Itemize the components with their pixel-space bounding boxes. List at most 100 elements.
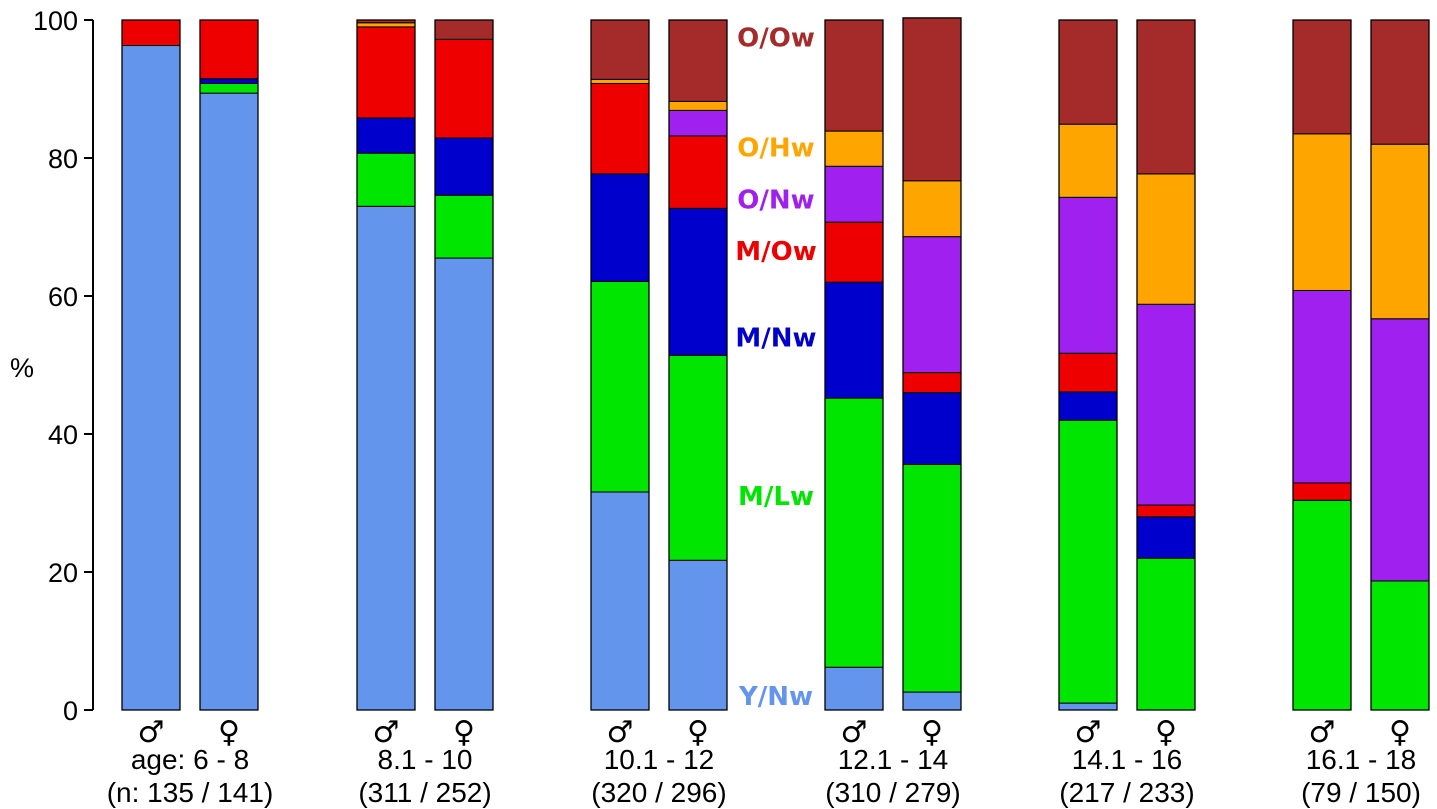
category-label-o-nw: O/Nw	[737, 185, 814, 215]
bar-segment-m-lw	[1370, 580, 1430, 711]
male-symbol: ♂	[138, 715, 165, 750]
age-group-label: 10.1 - 12	[604, 744, 715, 775]
y-tick-label: 100	[33, 6, 78, 36]
age-group-label: 12.1 - 14	[838, 744, 949, 775]
bar-segment-m-nw	[434, 137, 494, 196]
bar-segment-m-ow	[356, 26, 416, 119]
bar-segment-o-hw	[1136, 173, 1196, 305]
bar-segment-y-nw	[824, 666, 884, 711]
sample-size-label: (311 / 252)	[358, 777, 491, 808]
bar-segment-y-nw	[1058, 702, 1118, 711]
bar-segment-o-ow	[824, 19, 884, 132]
bar-segment-m-lw	[199, 82, 259, 94]
bar-segment-o-nw	[1058, 196, 1118, 354]
bar-segment-o-hw	[1370, 143, 1430, 320]
category-label-m-ow: M/Ow	[735, 237, 817, 267]
bar-segment-o-hw	[902, 180, 962, 238]
bar-segment-o-nw	[1370, 318, 1430, 582]
bar-segment-m-nw	[199, 78, 259, 84]
category-labels: Y/Nw M/Lw M/Nw M/Ow O/Nw O/Hw O/Ow	[735, 23, 817, 712]
bar-outline	[199, 19, 259, 711]
bar-segment-o-ow	[1370, 19, 1430, 145]
bars	[121, 17, 1430, 711]
bar-segment-y-nw	[668, 559, 728, 711]
bar-segment-m-nw	[356, 117, 416, 154]
category-label-m-nw: M/Nw	[735, 323, 816, 353]
age-group-label: 16.1 - 18	[1306, 744, 1417, 775]
bar-segment-m-ow	[1136, 504, 1196, 518]
bar-segment-m-lw	[1292, 499, 1352, 711]
male-symbol: ♂	[841, 715, 868, 750]
bar-segment-m-nw	[824, 281, 884, 399]
bar-segment-y-nw	[121, 45, 181, 711]
sample-size-label: (217 / 233)	[1059, 777, 1194, 808]
male-symbol: ♂	[373, 715, 400, 750]
bar-segment-y-nw	[356, 205, 416, 711]
bar-outline	[1136, 19, 1196, 711]
x-axis-labels: ♂ ♀age: 6 - 8(n: 135 / 141)♂ ♀8.1 - 10(311…	[107, 715, 1421, 808]
bar-segment-o-nw	[824, 165, 884, 223]
male-symbol: ♂	[1075, 715, 1102, 750]
bar-outline	[121, 19, 181, 711]
bar-segment-m-ow	[199, 19, 259, 80]
bar-segment-o-ow	[434, 19, 494, 40]
y-axis-title: %	[10, 353, 34, 383]
bar-segment-m-ow	[824, 221, 884, 283]
bar-segment-o-nw	[902, 236, 962, 374]
bar-segment-m-ow	[434, 38, 494, 139]
sample-size-label: (310 / 279)	[825, 777, 960, 808]
bar-segment-o-hw	[824, 130, 884, 167]
female-symbol: ♀	[453, 715, 475, 750]
bar-outline	[824, 19, 884, 711]
bar-segment-m-nw	[590, 173, 650, 283]
bar-outline	[902, 17, 962, 711]
y-tick-label: 0	[63, 696, 78, 726]
bar-segment-m-lw	[356, 152, 416, 207]
y-tick-label: 20	[48, 558, 78, 588]
bar-segment-m-ow	[1292, 482, 1352, 501]
bar-segment-o-hw	[668, 100, 728, 111]
y-axis: 0 20 40 60 80 100	[33, 6, 94, 726]
bar-segment-m-ow	[1058, 352, 1118, 393]
age-group-label: 14.1 - 16	[1072, 744, 1183, 775]
category-label-o-ow: O/Ow	[737, 23, 815, 53]
bar-segment-y-nw	[590, 491, 650, 711]
female-symbol: ♀	[1155, 715, 1177, 750]
bar-segment-o-ow	[1136, 19, 1196, 175]
bar-segment-o-ow	[902, 17, 962, 182]
age-group-label: age: 6 - 8	[131, 744, 249, 775]
bar-segment-o-ow	[590, 19, 650, 80]
bar-outline	[356, 19, 416, 711]
bar-segment-o-hw	[356, 22, 416, 28]
bar-segment-m-nw	[902, 392, 962, 465]
bar-segment-m-lw	[1136, 557, 1196, 711]
bar-segment-y-nw	[434, 257, 494, 711]
bar-segment-o-hw	[590, 78, 650, 84]
category-label-m-lw: M/Lw	[738, 482, 814, 512]
y-tick-label: 80	[48, 144, 78, 174]
bar-segment-y-nw	[199, 92, 259, 711]
female-symbol: ♀	[218, 715, 240, 750]
bar-segment-o-ow	[668, 19, 728, 102]
bar-outline	[434, 19, 494, 711]
bar-segment-m-ow	[590, 82, 650, 175]
bar-segment-m-lw	[1058, 419, 1118, 704]
age-group-label: 8.1 - 10	[378, 744, 473, 775]
bar-segment-m-nw	[1136, 516, 1196, 559]
bar-segment-m-lw	[902, 463, 962, 693]
sample-size-label: (n: 135 / 141)	[107, 777, 274, 808]
bar-segment-m-lw	[824, 397, 884, 668]
bar-segment-m-lw	[434, 194, 494, 259]
female-symbol: ♀	[687, 715, 709, 750]
bar-segment-m-nw	[1058, 391, 1118, 421]
bar-segment-o-ow	[1058, 19, 1118, 125]
bar-outline	[1370, 19, 1430, 711]
bar-outline	[1058, 19, 1118, 711]
bar-outline	[1292, 19, 1352, 711]
bar-segment-m-nw	[668, 207, 728, 356]
category-label-y-nw: Y/Nw	[738, 682, 813, 712]
bar-segment-m-lw	[590, 281, 650, 493]
male-symbol: ♂	[607, 715, 634, 750]
bar-segment-o-hw	[1292, 133, 1352, 291]
